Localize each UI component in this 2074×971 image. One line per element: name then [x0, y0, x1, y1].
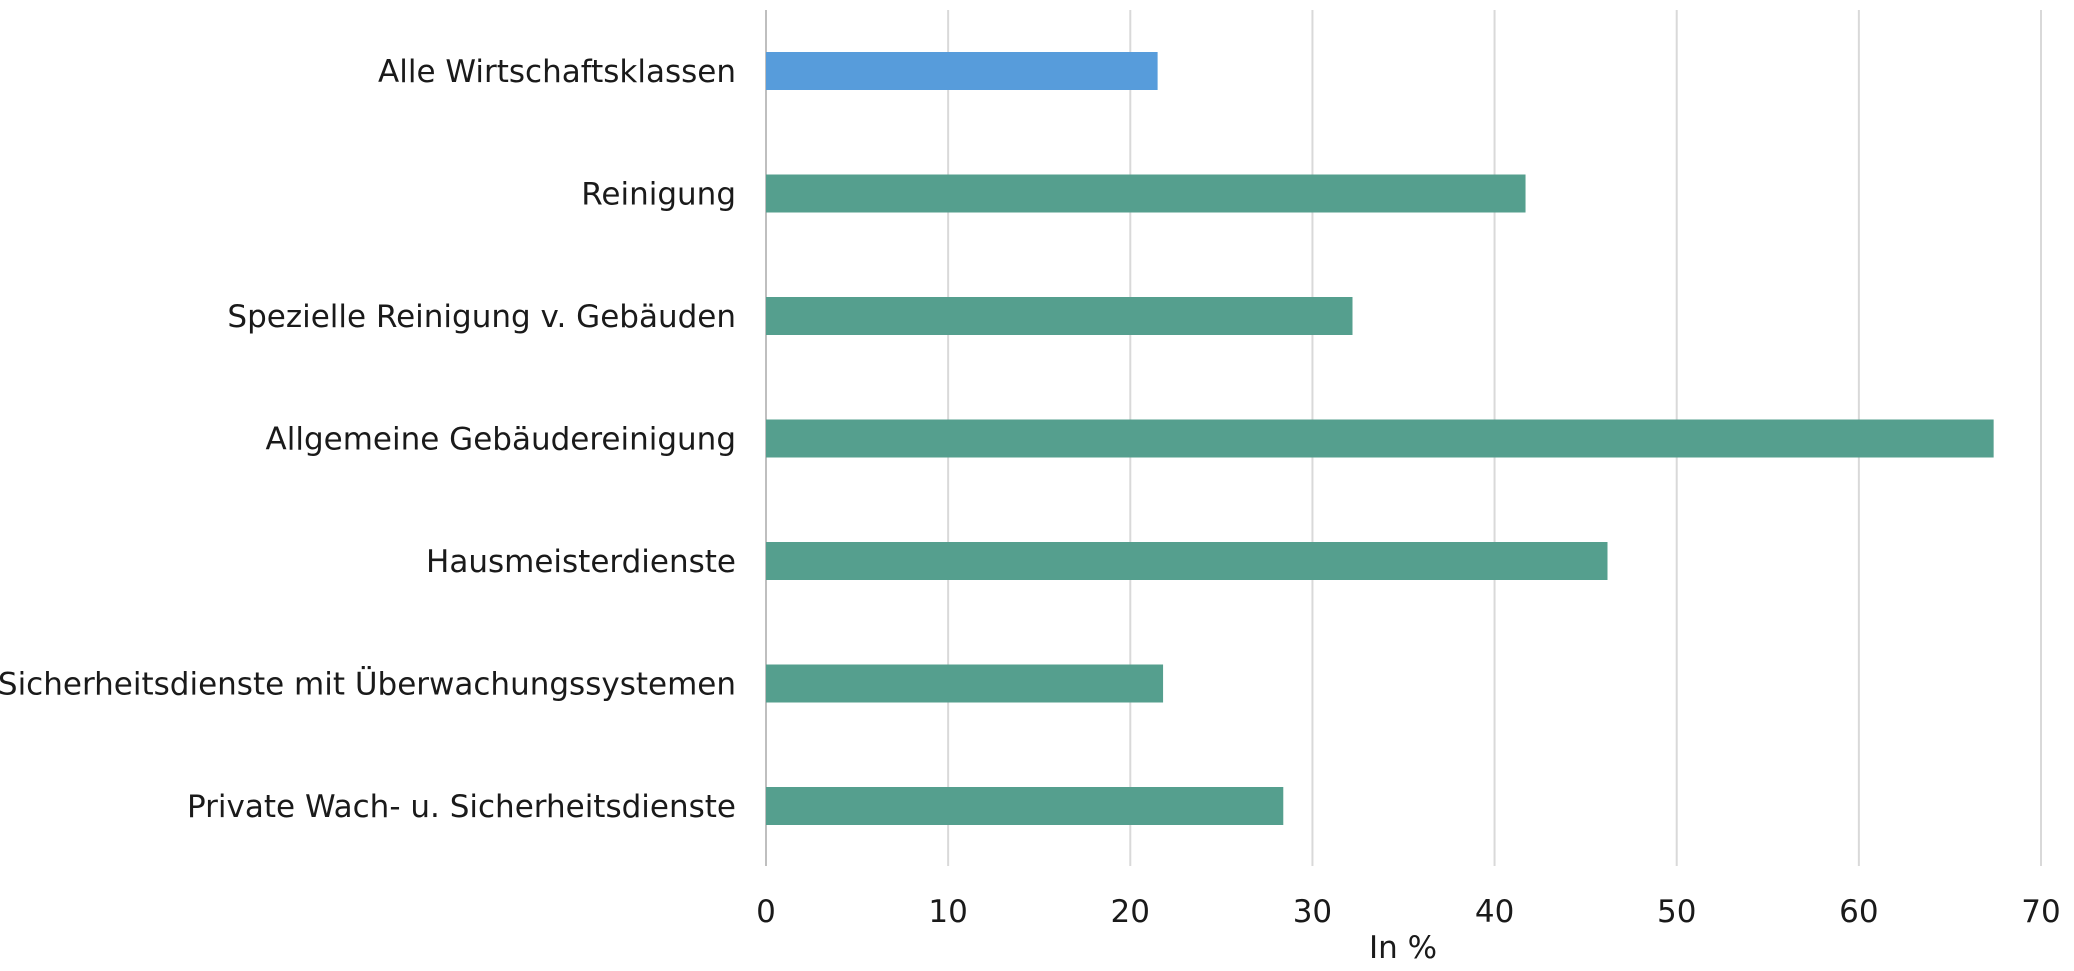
category-label: Allgemeine Gebäudereinigung [266, 422, 736, 458]
bar-1 [766, 52, 1158, 90]
category-label: Alle Wirtschaftsklassen [378, 54, 736, 90]
x-tick-label: 40 [1475, 894, 1514, 930]
x-tick-label: 60 [1839, 894, 1878, 930]
category-label: Reinigung [581, 177, 736, 213]
x-axis-title: In % [1369, 930, 1437, 966]
category-label: Hausmeisterdienste [426, 544, 736, 580]
bar-2 [766, 174, 1526, 213]
x-tick-labels: 0 10 20 30 40 50 60 70 [756, 894, 2061, 930]
category-label: Spezielle Reinigung v. Gebäuden [227, 299, 736, 335]
x-tick-label: 10 [928, 894, 967, 930]
bar-3 [766, 297, 1353, 335]
category-label: Private Wach- u. Sicherheitsdienste [187, 789, 736, 825]
x-tick-label: 30 [1293, 894, 1332, 930]
x-tick-label: 50 [1657, 894, 1696, 930]
bar-4 [766, 419, 1994, 458]
bar-6 [766, 664, 1164, 703]
bars [766, 52, 1994, 825]
category-labels: Alle Wirtschaftsklassen Reinigung Speziell… [0, 54, 736, 825]
bar-7 [766, 787, 1284, 825]
x-tick-label: 0 [756, 894, 776, 930]
category-label: Sicherheitsdienste mit Überwachungssyste… [0, 666, 736, 703]
x-tick-label: 70 [2021, 894, 2060, 930]
bar-5 [766, 542, 1608, 580]
x-tick-label: 20 [1111, 894, 1150, 930]
